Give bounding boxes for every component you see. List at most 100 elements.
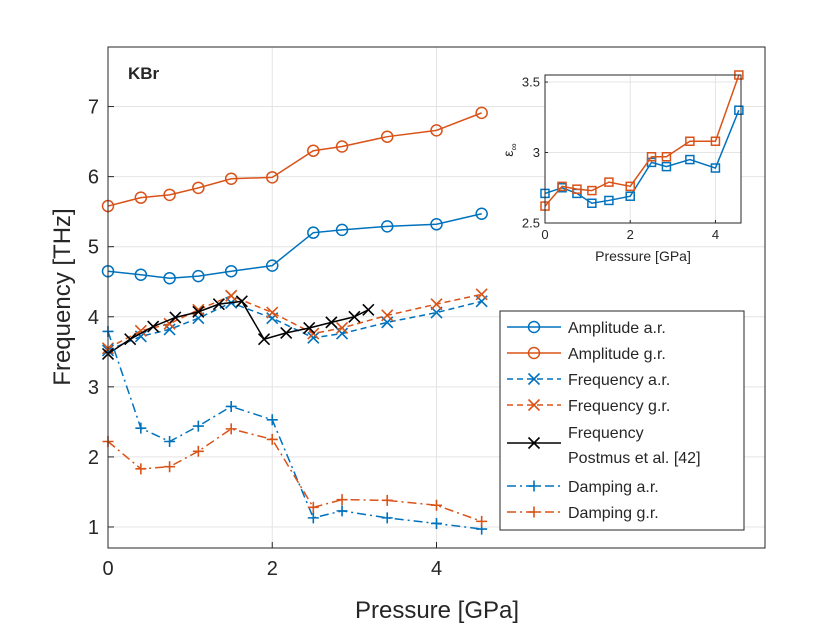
data-point [192, 181, 205, 195]
data-point [625, 181, 635, 192]
data-point [380, 220, 394, 233]
series-line [544, 74, 740, 207]
legend-swatch-marker [527, 436, 541, 450]
legend-entry: Damping g.r. [507, 505, 659, 522]
data-point [225, 400, 237, 412]
y-tick-label: 1 [88, 517, 99, 539]
data-point [475, 207, 488, 221]
data-point [380, 130, 394, 143]
series-1 [540, 70, 744, 211]
data-point [430, 218, 443, 231]
data-point [335, 140, 349, 153]
data-point [646, 152, 657, 162]
series-line [107, 300, 482, 352]
legend-label: Postmus et al. [42] [568, 450, 701, 467]
data-point [362, 303, 375, 316]
y-axis-label: Frequency [THz] [49, 208, 76, 385]
data-point [192, 420, 204, 432]
data-point [381, 494, 393, 506]
main-tick-labels: 0 2 4 1 2 3 4 5 6 7 [88, 97, 442, 580]
data-point [587, 185, 597, 196]
inset-y-axis-label: ε∞ [500, 143, 520, 156]
y-tick-label: 5 [88, 237, 99, 259]
data-point [147, 320, 160, 333]
legend-label: Frequency g.r. [568, 398, 670, 415]
series-line [107, 213, 482, 279]
legend-label: Damping a.r. [568, 479, 659, 496]
data-point [266, 433, 278, 445]
data-point [235, 295, 248, 308]
annotation-label: KBr [128, 64, 160, 83]
legend-label: Amplitude g.r. [568, 346, 666, 363]
series-line [107, 112, 482, 207]
legend-entry: Frequency g.r. [507, 398, 670, 415]
series-4 [101, 295, 375, 360]
data-point [224, 172, 238, 185]
legend-swatch-marker [527, 398, 541, 412]
y-tick-label: 3 [533, 145, 540, 160]
data-point [604, 195, 614, 206]
legend-label: Frequency [568, 425, 644, 442]
data-point [307, 327, 320, 340]
data-point [135, 463, 147, 475]
inset-plot-area [545, 75, 741, 223]
data-point [303, 321, 316, 335]
data-point [266, 306, 279, 319]
x-tick-label: 2 [267, 558, 278, 580]
legend-swatch-marker [527, 372, 541, 386]
x-tick-label: 4 [712, 227, 719, 242]
data-point [431, 499, 442, 511]
data-point [710, 163, 721, 173]
data-point [335, 223, 349, 237]
data-point [335, 321, 349, 335]
data-point [381, 512, 393, 524]
data-point [587, 198, 597, 209]
data-point [734, 105, 744, 115]
series-line [107, 428, 482, 523]
data-point [685, 154, 695, 165]
data-point [557, 181, 567, 192]
legend-label: Frequency a.r. [568, 372, 670, 389]
x-tick-label: 2 [627, 227, 634, 242]
data-point [307, 512, 319, 524]
data-point [348, 310, 361, 323]
data-point [212, 298, 225, 311]
data-point [336, 494, 348, 506]
y-tick-label: 3 [88, 377, 99, 399]
data-point [661, 152, 672, 162]
data-point [169, 311, 182, 324]
data-point [266, 414, 278, 426]
data-point [225, 423, 237, 435]
data-point [124, 333, 137, 346]
data-point [164, 435, 176, 447]
data-point [335, 327, 349, 340]
inset-x-axis-label: Pressure [GPa] [595, 248, 691, 264]
data-point [225, 289, 238, 302]
data-point [192, 445, 204, 457]
x-axis-label: Pressure [GPa] [355, 597, 519, 624]
legend-entry: Frequency a.r. [507, 372, 670, 389]
data-point [134, 324, 147, 337]
legend-swatch-marker [528, 480, 540, 492]
data-point [135, 422, 147, 434]
data-point [266, 171, 279, 184]
data-point [307, 331, 320, 344]
data-point [164, 461, 176, 473]
legend-swatch-marker [527, 320, 541, 334]
data-point [625, 191, 635, 201]
data-point [163, 271, 176, 285]
legend-swatch-marker [527, 346, 541, 360]
data-point [163, 188, 176, 202]
data-point [710, 136, 721, 146]
inset-series-group [540, 70, 744, 211]
data-point [604, 177, 614, 187]
data-point [430, 124, 443, 137]
data-point [685, 136, 695, 146]
data-point [325, 316, 338, 329]
data-point [134, 191, 148, 204]
legend: Amplitude a.r. Amplitude g.r. Frequency a.… [499, 310, 745, 531]
legend-label: Amplitude a.r. [568, 320, 666, 337]
x-tick-label: 0 [541, 227, 548, 242]
series-5 [102, 325, 488, 535]
